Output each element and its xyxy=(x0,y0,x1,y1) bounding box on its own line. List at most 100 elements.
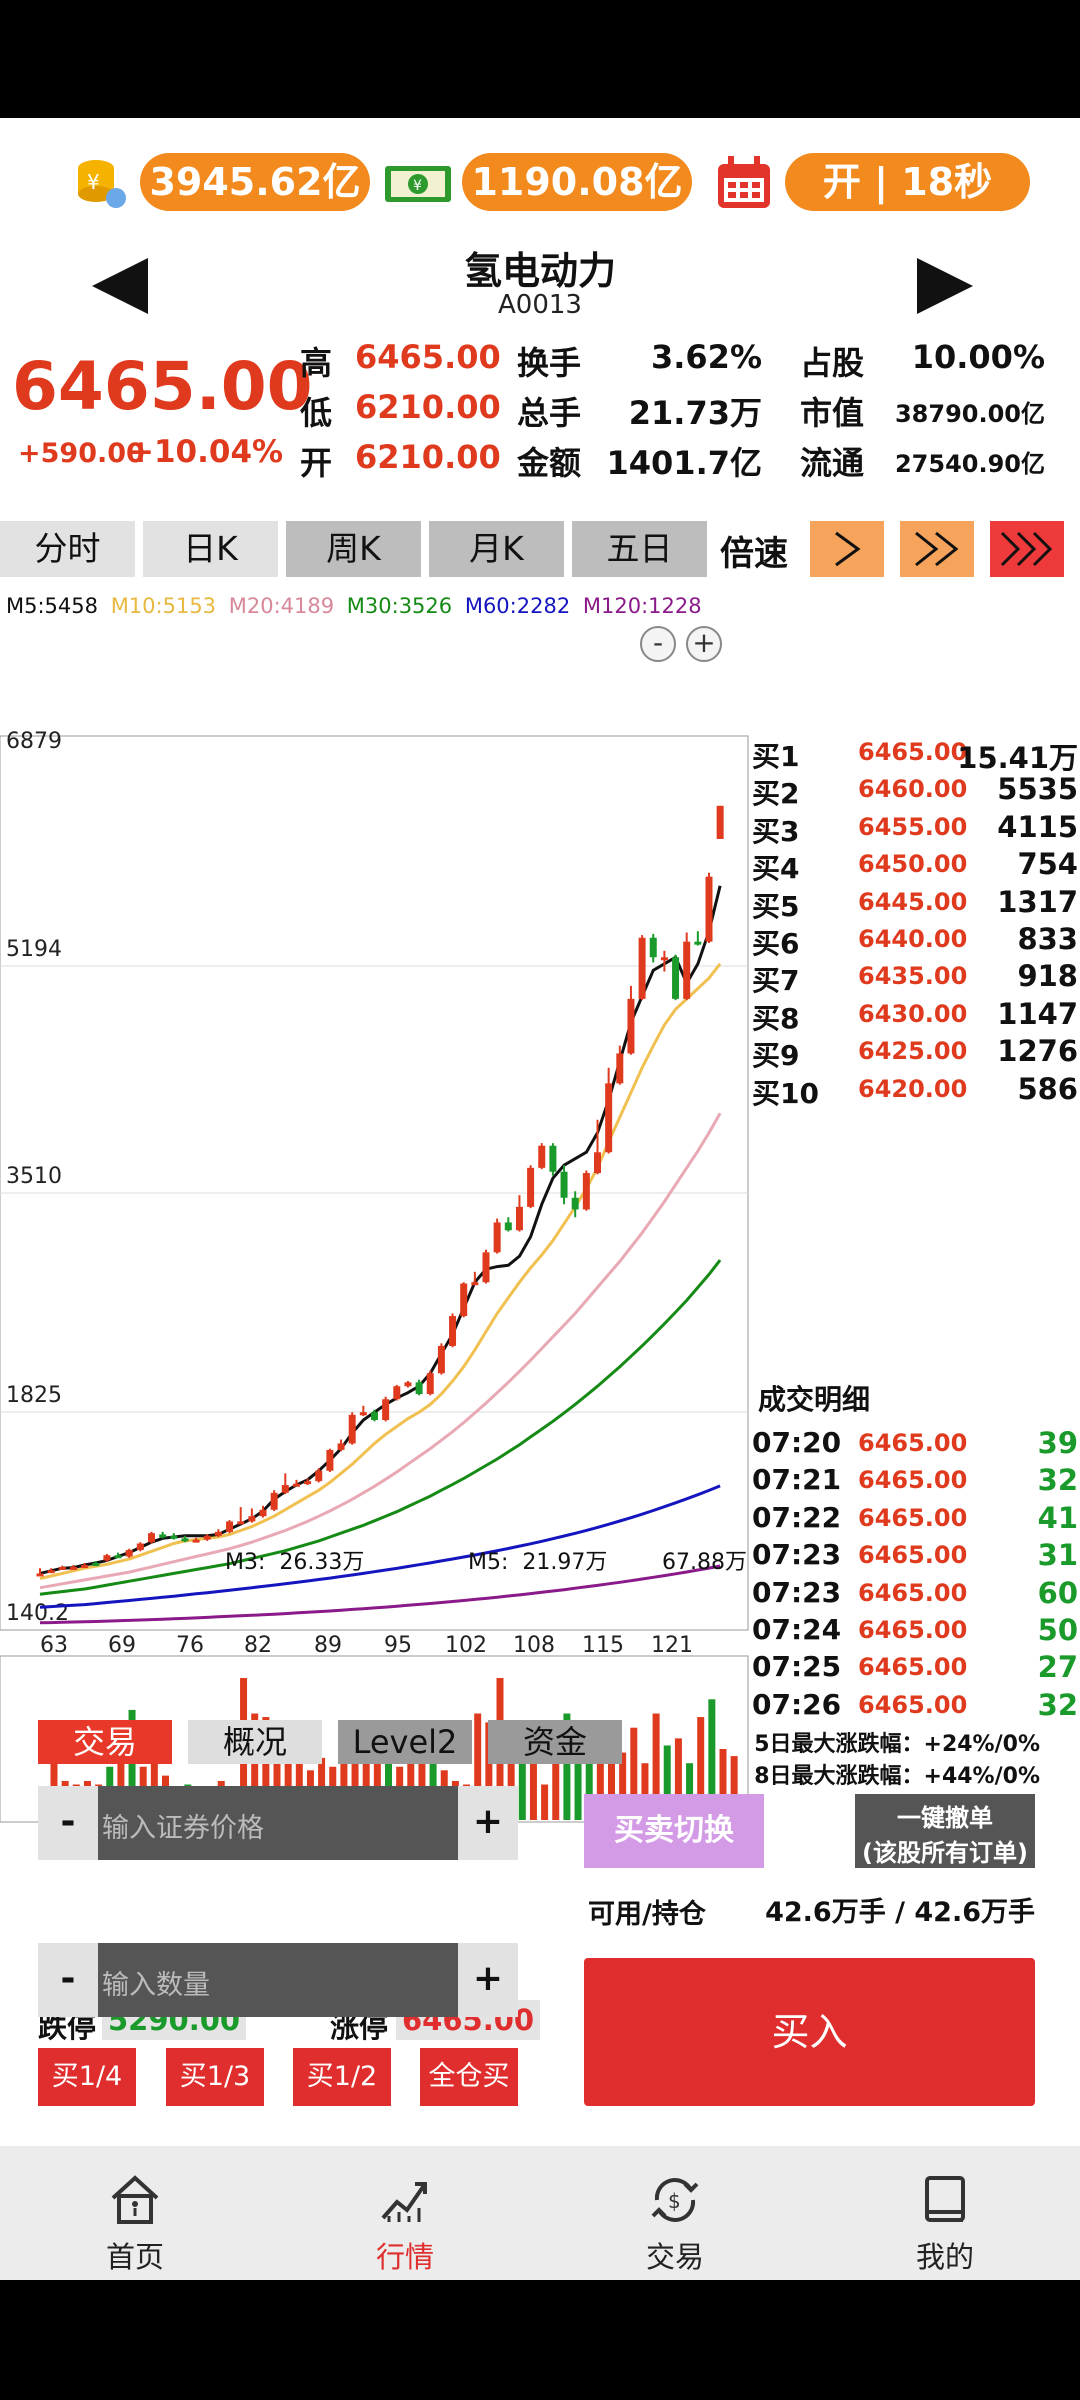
bid-level: 买9 xyxy=(752,1039,800,1073)
nav-home[interactable]: 首页 xyxy=(35,2160,235,2274)
candle-body xyxy=(649,937,657,958)
bid-price: 6455.00 xyxy=(858,812,968,841)
tab-daily-k[interactable]: 日K xyxy=(143,521,278,577)
trade-row: 07:24 6465.00 50 xyxy=(752,1613,1080,1650)
ma120-legend: M120:1228 xyxy=(582,594,702,618)
order-book-row: 买3 6455.00 4115 xyxy=(752,810,1080,848)
current-price: 6465.00 xyxy=(12,348,313,425)
ma5-line xyxy=(39,885,722,1575)
tab-five-day[interactable]: 五日 xyxy=(572,521,707,577)
volume-bar xyxy=(719,1749,727,1820)
volume-bar xyxy=(485,1722,493,1820)
next-stock-button[interactable] xyxy=(915,256,975,316)
order-book-row: 买9 6425.00 1276 xyxy=(752,1034,1080,1073)
available-label: 可用/持仓 xyxy=(588,1899,706,1930)
candle-body xyxy=(672,957,680,999)
amount-value: 1401.7亿 xyxy=(606,444,763,482)
speed-1x-button[interactable] xyxy=(810,521,884,577)
prev-stock-button[interactable] xyxy=(90,256,150,316)
candle-body xyxy=(125,1550,133,1557)
qty-plus-button[interactable]: + xyxy=(458,1943,518,2017)
candle-body xyxy=(248,1516,256,1522)
buy-quarter-button[interactable]: 买1/4 xyxy=(38,2048,136,2106)
zoom-in-button[interactable]: + xyxy=(686,626,722,662)
trade-time: 07:22 xyxy=(752,1500,842,1534)
buy-all-button[interactable]: 全仓买 xyxy=(420,2048,518,2106)
candle-body xyxy=(449,1316,457,1346)
trade-time: 07:23 xyxy=(752,1538,842,1572)
float-value: 27540.90亿 xyxy=(894,450,1045,478)
total-amount-badge: 3945.62亿 xyxy=(140,153,370,211)
price-minus-button[interactable]: - xyxy=(38,1786,98,1860)
volume-label: 总手 xyxy=(517,394,582,432)
qty-minus-button[interactable]: - xyxy=(38,1943,98,2017)
qty-input[interactable]: 输入数量 xyxy=(98,1943,458,2017)
bid-volume: 586 xyxy=(1017,1071,1078,1106)
x-tick-label: 82 xyxy=(244,1633,272,1658)
speed-3x-button[interactable] xyxy=(990,521,1064,577)
tab-monthly-k[interactable]: 月K xyxy=(429,521,564,577)
x-tick-label: 102 xyxy=(445,1633,487,1658)
nav-mine[interactable]: 我的 xyxy=(845,2160,1045,2274)
volume-value: 21.73万 xyxy=(628,394,762,432)
tab-funds[interactable]: 资金 xyxy=(488,1720,622,1764)
order-book-row: 买5 6445.00 1317 xyxy=(752,885,1080,923)
volume-bar xyxy=(407,1745,415,1820)
price-input[interactable]: 输入证券价格 xyxy=(98,1786,458,1860)
bid-volume: 754 xyxy=(1017,847,1078,882)
trade-row: 07:23 6465.00 31 xyxy=(752,1538,1080,1575)
bid-volume: 15.41万 xyxy=(957,741,1078,775)
bid-price: 6440.00 xyxy=(858,925,968,953)
buy-third-button[interactable]: 买1/3 xyxy=(166,2048,264,2106)
candle-body xyxy=(337,1443,345,1450)
candle-body xyxy=(694,941,702,945)
trade-price: 6465.00 xyxy=(858,1503,968,1532)
price-plus-button[interactable]: + xyxy=(458,1786,518,1860)
tab-intraday[interactable]: 分时 xyxy=(0,521,135,577)
nav-trade-label: 交易 xyxy=(645,2240,704,2274)
tab-trade[interactable]: 交易 xyxy=(38,1720,172,1764)
tab-overview[interactable]: 概况 xyxy=(188,1720,322,1764)
trades-title: 成交明细 xyxy=(758,1383,871,1416)
nav-trade[interactable]: $ 交易 xyxy=(575,2160,775,2274)
candle-body xyxy=(148,1533,155,1543)
tab-weekly-k[interactable]: 周K xyxy=(286,521,421,577)
buy-button[interactable]: 买入 xyxy=(584,1958,1035,2106)
bid-price: 6450.00 xyxy=(858,850,968,879)
vol-m5-label: M5: 21.97万 xyxy=(468,1550,608,1575)
x-tick-label: 121 xyxy=(651,1633,693,1658)
candle-body xyxy=(616,1053,624,1084)
nav-market[interactable]: 行情 xyxy=(305,2160,505,2274)
buy-sell-switch-button[interactable]: 买卖切换 xyxy=(584,1794,764,1868)
tab-level2[interactable]: Level2 xyxy=(338,1720,472,1764)
candle-body xyxy=(203,1535,211,1540)
candle-body xyxy=(304,1481,312,1485)
bid-volume: 5535 xyxy=(997,772,1078,807)
volume-bar xyxy=(630,1727,638,1820)
volume-bar xyxy=(686,1763,694,1820)
candle-body xyxy=(270,1492,278,1510)
qty-input-placeholder: 输入数量 xyxy=(102,1970,210,2001)
volume-bar xyxy=(284,1731,292,1820)
speed-2x-button[interactable] xyxy=(900,521,974,577)
cancel-all-orders-button[interactable]: 一键撤单 (该股所有订单) xyxy=(855,1794,1035,1868)
order-book-row: 买8 6430.00 1147 xyxy=(752,997,1080,1035)
trade-price: 6465.00 xyxy=(858,1541,968,1570)
zoom-out-button[interactable]: - xyxy=(640,626,676,662)
trade-volume: 50 xyxy=(1037,1613,1078,1647)
volume-bar xyxy=(730,1756,738,1820)
x-tick-label: 69 xyxy=(108,1633,136,1658)
candle-body xyxy=(348,1414,356,1444)
nav-home-label: 首页 xyxy=(105,2240,164,2274)
volume-bar xyxy=(340,1749,348,1820)
trade-volume: 31 xyxy=(1037,1538,1078,1573)
app-screen: ¥ 3945.62亿 ¥ 1190.08亿 开 | 18秒 氢电动力 A0013… xyxy=(0,118,1080,2280)
volume-bar xyxy=(50,1749,58,1820)
ma60-legend: M60:2282 xyxy=(464,594,571,618)
candle-body xyxy=(326,1449,334,1471)
buy-half-button[interactable]: 买1/2 xyxy=(293,2048,391,2106)
amount-label: 金额 xyxy=(517,444,582,482)
candle-body xyxy=(58,1566,66,1570)
bid-price: 6420.00 xyxy=(858,1074,968,1103)
